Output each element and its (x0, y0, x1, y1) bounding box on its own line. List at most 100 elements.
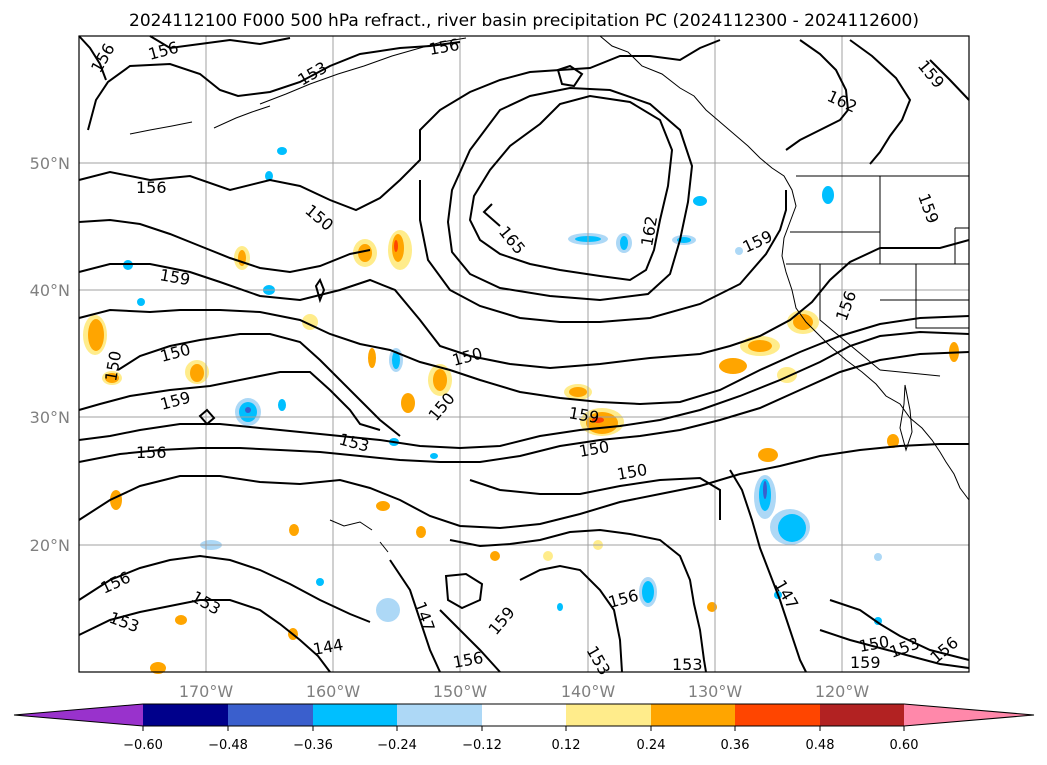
colorbar-bin (735, 704, 820, 726)
lat-label-40n: 40°N (30, 281, 70, 300)
contour-label: 159 (850, 653, 881, 672)
colorbar-extend-low (14, 704, 143, 726)
fill-blob (401, 393, 415, 413)
gridlines (79, 36, 969, 672)
colorbar-tick-label: −0.60 (123, 738, 163, 753)
coastline-hawaii (379, 541, 389, 553)
fill-blob (887, 434, 899, 448)
contour-line (78, 308, 970, 406)
coastline-alaska (259, 37, 467, 105)
colorbar-tick-label: 0.24 (637, 738, 666, 753)
fill-blob (592, 417, 604, 423)
coastline-baja (899, 384, 913, 452)
fill-blob (735, 247, 743, 255)
colorbar-bin (397, 704, 482, 726)
colorbar-bin (143, 704, 228, 726)
contour-line (198, 408, 216, 426)
fill-blob (358, 244, 372, 262)
colorbar-ticks (142, 726, 905, 731)
fill-blob (316, 578, 324, 586)
contour-line (87, 41, 461, 131)
colorbar-tick-label: −0.24 (377, 738, 417, 753)
contour-line (78, 39, 721, 212)
fill-blob (245, 407, 251, 413)
fill-blob (430, 453, 438, 459)
border-us-mexico (879, 369, 941, 377)
contour-line (149, 35, 291, 50)
fill-blob (392, 351, 400, 369)
contour-line (78, 554, 371, 623)
fill-blob (150, 662, 166, 674)
fill-blob (620, 236, 628, 250)
contour-line (849, 39, 912, 165)
contour-line (78, 351, 970, 463)
lon-label-140w: 140°W (561, 682, 616, 701)
fill-blob (392, 234, 404, 262)
contour-line (78, 239, 970, 370)
lon-label-150w: 150°W (433, 682, 488, 701)
contour-line (78, 35, 107, 81)
border-state (915, 264, 969, 329)
coastline-aleutians (213, 105, 271, 129)
colorbar-bin (482, 704, 566, 726)
lon-label-120w: 120°W (815, 682, 870, 701)
map-panel: 156 156 156 153 159 162 156 150 165 162 … (78, 35, 970, 678)
fill-blob (748, 340, 772, 352)
contour-line (556, 64, 584, 88)
colorbar-bin (820, 704, 904, 726)
coastlines (129, 35, 970, 553)
fill-blob (569, 387, 587, 397)
fill-blob (693, 196, 707, 206)
contour-line (829, 599, 970, 661)
lon-label-130w: 130°W (688, 682, 743, 701)
border-state (819, 264, 881, 371)
contour-line (482, 203, 501, 227)
contour-line (446, 86, 694, 302)
fill-blob (368, 348, 376, 368)
fill-blob (758, 448, 778, 462)
contour-line (468, 94, 674, 282)
fill-blob (137, 298, 145, 306)
contour-line (117, 333, 401, 437)
contour-line (78, 599, 331, 673)
colorbar-tick-label: 0.12 (552, 738, 581, 753)
map-background (79, 36, 969, 672)
contour-line (389, 559, 441, 673)
fill-blob (557, 603, 563, 611)
colorbar-tick-label: 0.48 (806, 738, 835, 753)
fill-blob (265, 171, 273, 181)
contour-line (419, 180, 787, 323)
contour-line (785, 39, 850, 151)
colorbar-tick-label: −0.48 (208, 738, 248, 753)
colorbar-bin (313, 704, 397, 726)
contour-label: 156 (136, 443, 167, 462)
lon-label-160w: 160°W (306, 682, 361, 701)
fill-blob (822, 186, 834, 204)
colorbar-extend-high (904, 704, 1034, 726)
fill-blob (289, 524, 299, 536)
contour-line (449, 528, 707, 673)
fill-blob (278, 399, 286, 411)
figure-title: 2024112100 F000 500 hPa refract., river … (129, 11, 919, 31)
fill-blob (277, 147, 287, 155)
fill-blob (175, 615, 187, 625)
lon-label-170w: 170°W (179, 682, 234, 701)
fill-blob (719, 358, 747, 374)
contour-line (439, 609, 501, 673)
fill-blob (376, 598, 400, 622)
contour-line (78, 443, 969, 530)
contour-line (519, 564, 623, 673)
contour-label: 153 (672, 655, 703, 674)
fill-blob (105, 373, 119, 383)
contour-label: 156 (136, 178, 167, 197)
contour-line (469, 476, 721, 520)
coastline-north-america (599, 35, 970, 501)
lat-label-20n: 20°N (30, 536, 70, 555)
contour-line (78, 330, 970, 450)
latitude-labels: 50°N 40°N 30°N 20°N (30, 154, 70, 555)
lat-label-50n: 50°N (30, 154, 70, 173)
colorbar: −0.60 −0.48 −0.36 −0.24 −0.12 0.12 0.24 … (13, 703, 1035, 753)
fill-blob (543, 551, 553, 561)
fill-blob (88, 319, 104, 351)
longitude-labels: 170°W 160°W 150°W 140°W 130°W 120°W (179, 682, 870, 701)
